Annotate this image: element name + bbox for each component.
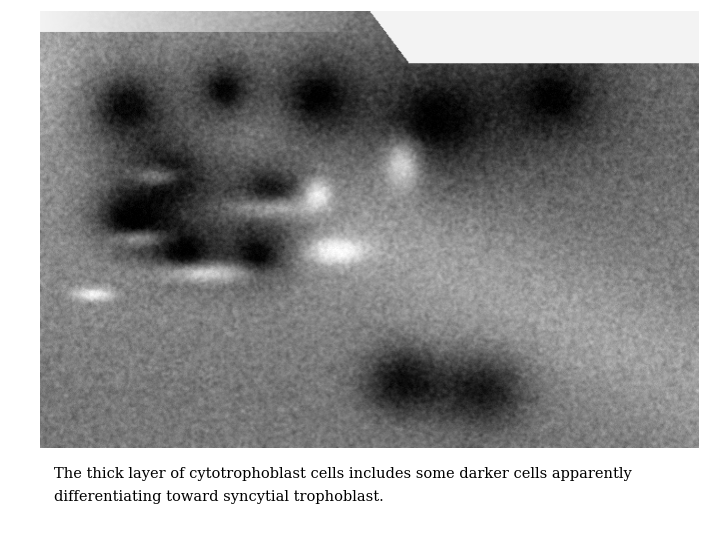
Text: The thick layer of cytotrophoblast cells includes some darker cells apparently: The thick layer of cytotrophoblast cells…: [54, 467, 631, 481]
Text: differentiating toward syncytial trophoblast.: differentiating toward syncytial trophob…: [54, 490, 384, 504]
